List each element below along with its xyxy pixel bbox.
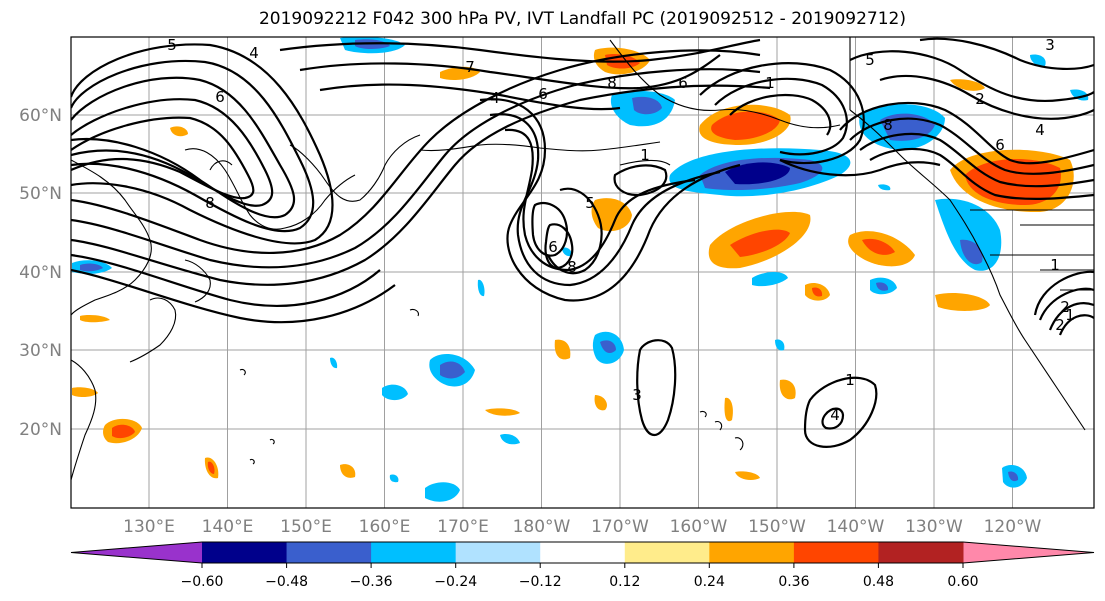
colorbar-swatch xyxy=(624,542,710,563)
contour-label: 2 xyxy=(1060,298,1070,316)
contour-label: 6 xyxy=(995,136,1005,154)
lon-label: 180°W xyxy=(513,517,571,537)
colorbar-tick-label: 0.12 xyxy=(609,574,640,590)
colorbar-swatch xyxy=(202,542,288,563)
colorbar-swatch xyxy=(878,542,964,563)
contour-label: 4 xyxy=(1035,121,1045,139)
colorbar-tick-label: −0.24 xyxy=(434,574,477,590)
contour-label: 2 xyxy=(1055,316,1065,334)
lat-label: 50°N xyxy=(19,184,62,204)
contour-label: 1 xyxy=(1050,256,1060,274)
lat-label: 40°N xyxy=(19,263,62,283)
colorbar-swatch xyxy=(709,542,795,563)
colorbar-swatch xyxy=(540,542,626,563)
lon-label: 150°E xyxy=(280,517,332,537)
contour-label: 5 xyxy=(865,51,875,69)
contour-label: 1 xyxy=(640,146,650,164)
ivt-shading xyxy=(72,37,1089,502)
contour-label: 6 xyxy=(538,85,548,103)
contour-label: 6 xyxy=(215,88,225,106)
lon-label: 130°W xyxy=(905,517,963,537)
colorbar-tick-label: 0.48 xyxy=(863,574,894,590)
contour-label: 4 xyxy=(490,89,500,107)
colorbar-tick-label: −0.60 xyxy=(181,574,224,590)
colorbar-swatch xyxy=(793,542,879,563)
colorbar-tick-label: 0.24 xyxy=(694,574,725,590)
colorbar-tick-label: −0.36 xyxy=(350,574,393,590)
contour-label: 5 xyxy=(167,36,177,54)
contour-label: 8 xyxy=(205,194,215,212)
map-frame xyxy=(70,36,1095,509)
contour-label: 1 xyxy=(765,74,775,92)
colorbar-extend-high xyxy=(963,542,1094,563)
lat-label: 20°N xyxy=(19,420,62,440)
lon-label: 120°W xyxy=(984,517,1042,537)
colorbar-tick-label: 0.60 xyxy=(947,574,978,590)
lon-label: 160°E xyxy=(359,517,411,537)
contour-label: 2 xyxy=(975,90,985,108)
lon-label: 170°E xyxy=(437,517,489,537)
map-title: 2019092212 F042 300 hPa PV, IVT Landfall… xyxy=(258,9,906,29)
contour-label: 3 xyxy=(1045,36,1055,54)
colorbar-swatch xyxy=(286,542,372,563)
contour-label: 6 xyxy=(548,238,558,256)
contour-label: 3 xyxy=(632,386,642,404)
contour-label: 4 xyxy=(249,44,259,62)
contour-label: 8 xyxy=(607,74,617,92)
lon-label: 150°W xyxy=(748,517,806,537)
pv-contours xyxy=(71,37,1094,448)
colorbar-swatch xyxy=(455,542,541,563)
lon-label: 140°W xyxy=(827,517,885,537)
contour-label: 5 xyxy=(585,194,595,212)
lon-label: 140°E xyxy=(202,517,254,537)
lat-label: 60°N xyxy=(19,106,62,126)
lat-label: 30°N xyxy=(19,341,62,361)
colorbar-tick-label: −0.12 xyxy=(519,574,562,590)
colorbar-tick-label: −0.48 xyxy=(265,574,308,590)
lon-label: 130°E xyxy=(123,517,175,537)
contour-label: 7 xyxy=(465,58,475,76)
colorbar: −0.60 −0.48 −0.36 −0.24 −0.12 0.12 0.24 0.36 0.4… xyxy=(70,541,1095,590)
lon-label: 160°W xyxy=(670,517,728,537)
colorbar-swatch xyxy=(371,542,457,563)
contour-label: 4 xyxy=(830,406,840,424)
contour-label: 8 xyxy=(567,258,577,276)
latitude-labels: 60°N 50°N 40°N 30°N 20°N xyxy=(19,106,62,440)
contour-label: 8 xyxy=(883,116,893,134)
lon-label: 170°W xyxy=(591,517,649,537)
contour-label: 1 xyxy=(845,371,855,389)
colorbar-tick-label: 0.36 xyxy=(778,574,809,590)
colorbar-extend-low xyxy=(71,542,202,563)
contour-label: 1 xyxy=(1065,306,1075,324)
contour-label: 6 xyxy=(678,74,688,92)
longitude-labels: 130°E 140°E 150°E 160°E 170°E 180°W 170°W 160°W… xyxy=(123,517,1041,537)
